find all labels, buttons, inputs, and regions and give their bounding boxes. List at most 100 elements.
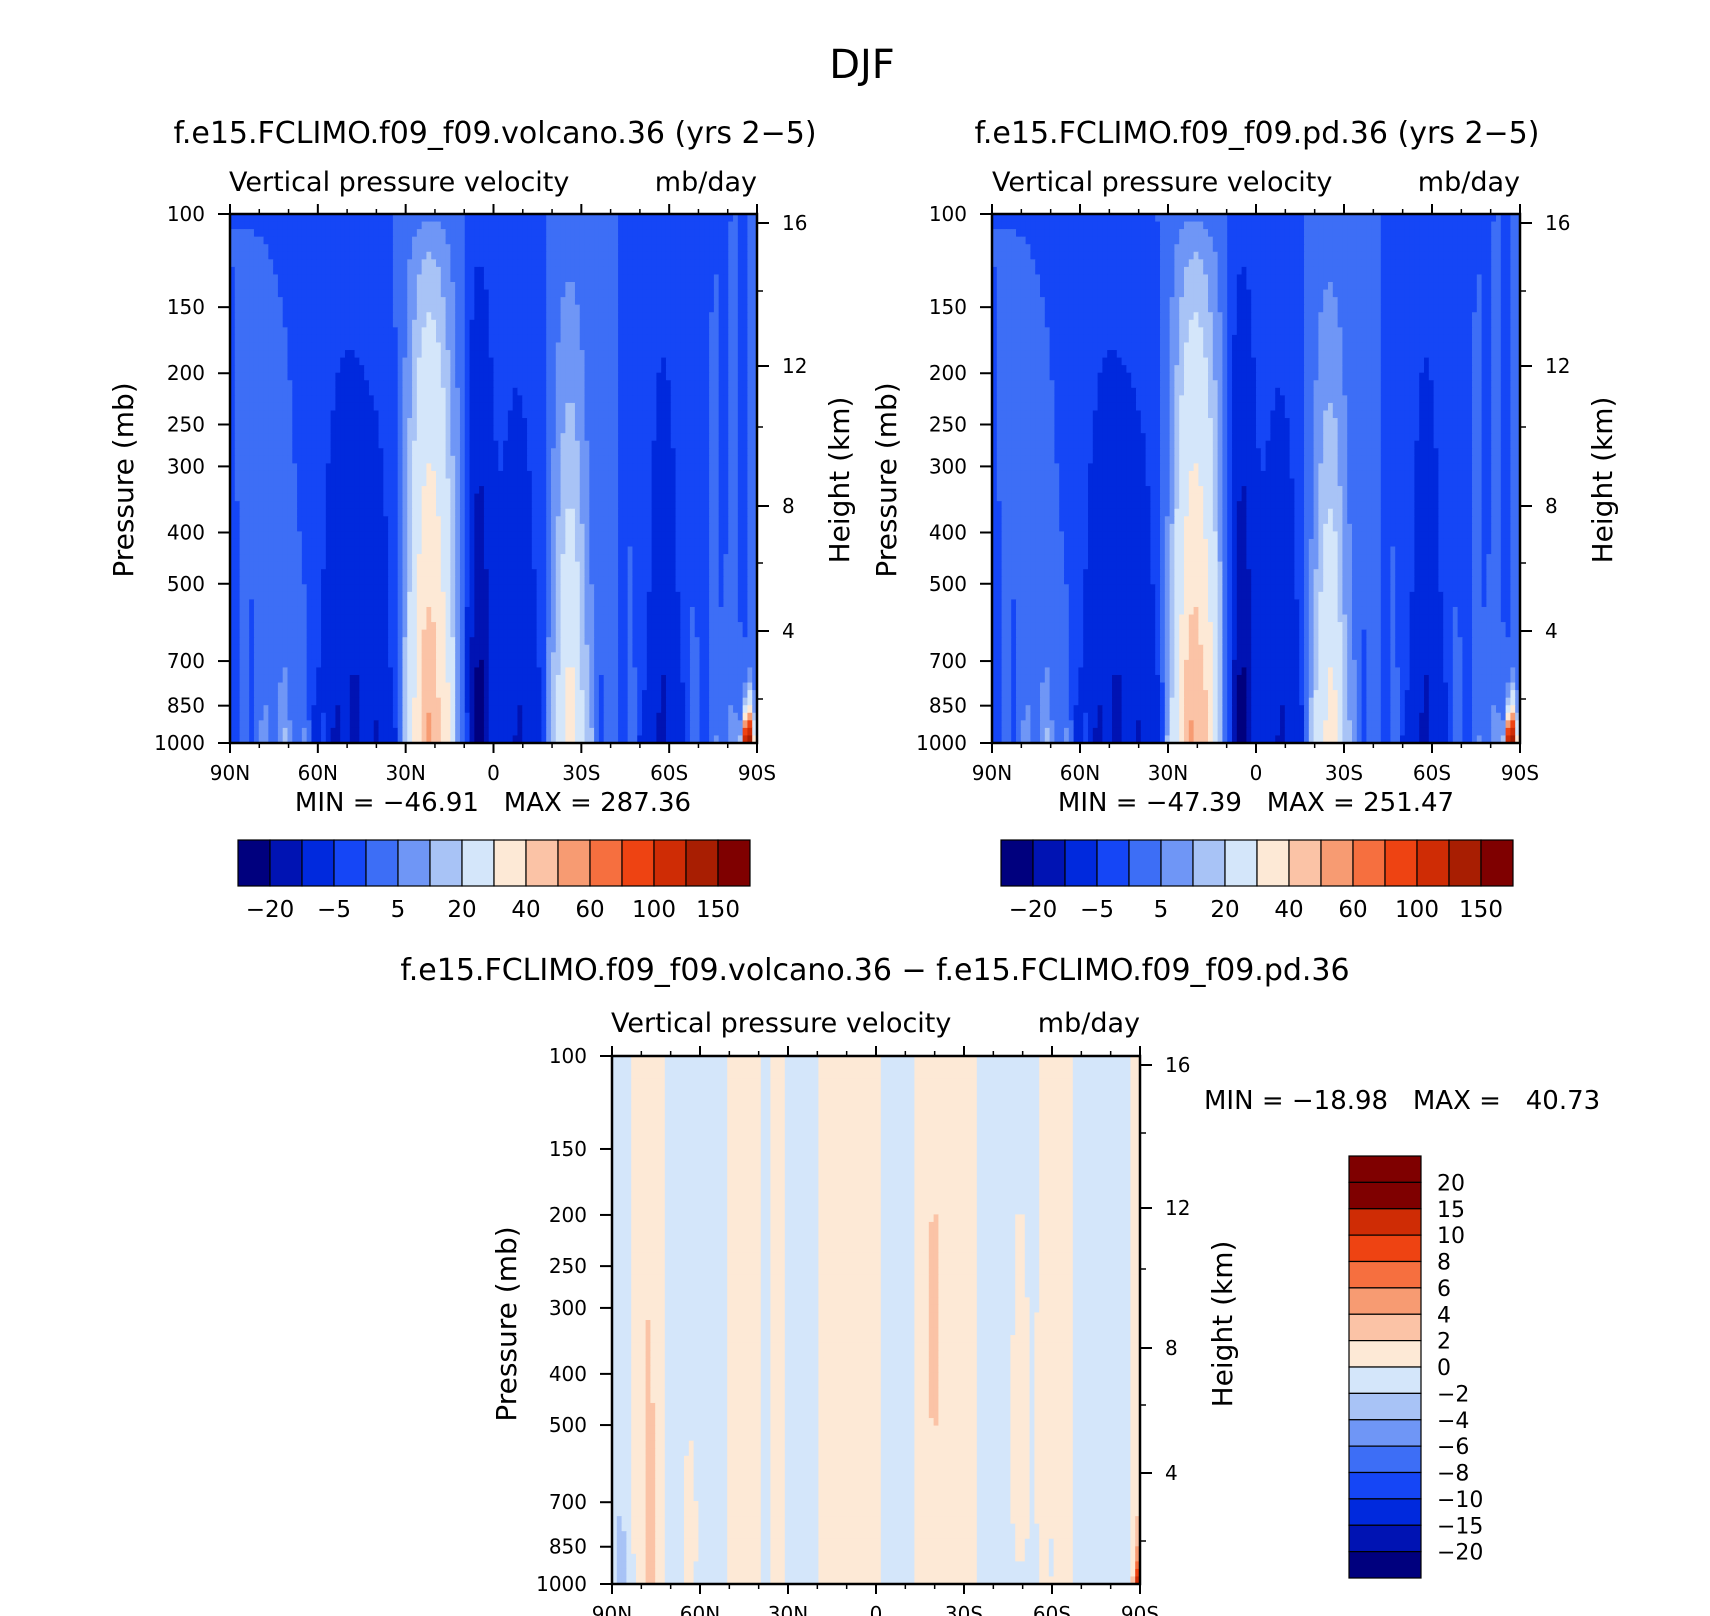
contour-cell	[512, 478, 519, 487]
contour-cell	[431, 221, 437, 230]
contour-cell	[263, 523, 269, 532]
contour-cell	[330, 455, 336, 464]
contour-cell	[742, 418, 749, 427]
contour-cell	[646, 229, 653, 238]
contour-cell	[455, 319, 461, 328]
contour-cell	[651, 327, 657, 336]
contour-cell	[311, 251, 317, 260]
contour-cell	[723, 244, 729, 253]
contour-cell	[665, 259, 672, 268]
contour-cell	[253, 259, 260, 268]
contour-cell	[301, 425, 308, 434]
contour-cell	[699, 418, 705, 427]
contour-cell	[287, 380, 293, 389]
contour-cell	[747, 251, 753, 260]
contour-cell	[253, 546, 260, 555]
contour-cell	[421, 365, 428, 374]
contour-cell	[541, 433, 547, 442]
contour-cell	[570, 478, 576, 487]
contour-cell	[397, 440, 404, 449]
contour-cell	[397, 523, 404, 532]
contour-cell	[507, 538, 514, 548]
contour-cell	[311, 259, 317, 268]
contour-cell	[728, 493, 734, 502]
contour-cell	[378, 259, 384, 268]
contour-cell	[574, 229, 581, 238]
contour-cell	[258, 470, 265, 480]
contour-cell	[565, 387, 571, 396]
contour-cell	[522, 501, 528, 510]
contour-cell	[579, 531, 586, 540]
contour-cell	[268, 523, 274, 532]
contour-cell	[675, 523, 681, 532]
contour-cell	[646, 282, 653, 291]
contour-cell	[483, 357, 490, 366]
contour-cell	[412, 508, 418, 517]
contour-cell	[321, 297, 327, 306]
contour-cell	[651, 463, 657, 472]
contour-cell	[622, 312, 629, 321]
contour-cell	[483, 440, 490, 449]
contour-cell	[579, 274, 586, 283]
contour-cell	[498, 327, 504, 336]
contour-cell	[618, 365, 624, 374]
contour-cell	[675, 244, 681, 253]
contour-cell	[536, 380, 543, 389]
contour-cell	[373, 516, 380, 525]
contour-cell	[244, 425, 250, 434]
contour-cell	[263, 440, 269, 449]
contour-cell	[627, 274, 634, 283]
contour-cell	[402, 470, 408, 480]
contour-cell	[316, 312, 322, 321]
contour-cell	[527, 523, 533, 532]
contour-cell	[258, 433, 265, 442]
contour-cell	[651, 433, 657, 442]
contour-cell	[311, 297, 317, 306]
contour-cell	[493, 251, 499, 260]
contour-cell	[665, 455, 672, 464]
contour-cell	[426, 493, 432, 502]
contour-cell	[383, 229, 389, 238]
contour-cell	[723, 282, 729, 291]
contour-cell	[613, 402, 619, 412]
contour-cell	[608, 516, 614, 525]
contour-cell	[340, 425, 346, 434]
contour-cell	[512, 312, 519, 321]
contour-cell	[670, 357, 677, 366]
contour-cell	[349, 350, 356, 359]
contour-cell	[359, 387, 365, 396]
contour-cell	[608, 523, 614, 532]
contour-cell	[311, 282, 317, 291]
contour-cell	[694, 508, 701, 517]
contour-cell	[292, 508, 298, 517]
contour-cell	[234, 448, 241, 457]
contour-cell	[713, 501, 720, 510]
contour-cell	[431, 327, 437, 336]
contour-cell	[594, 251, 600, 260]
contour-cell	[656, 523, 662, 532]
contour-cell	[488, 463, 495, 472]
contour-cell	[349, 304, 356, 313]
contour-cell	[507, 229, 514, 238]
contour-cell	[483, 282, 490, 291]
contour-cell	[249, 486, 255, 495]
contour-cell	[689, 357, 696, 366]
contour-cell	[550, 440, 557, 449]
contour-cell	[594, 372, 600, 381]
contour-cell	[416, 289, 423, 298]
contour-cell	[522, 342, 528, 351]
contour-cell	[570, 229, 576, 238]
contour-cell	[479, 470, 485, 480]
contour-cell	[301, 312, 308, 321]
contour-cell	[273, 387, 279, 396]
contour-cell	[392, 486, 399, 495]
contour-cell	[603, 342, 610, 351]
contour-cell	[258, 236, 265, 245]
contour-cell	[694, 516, 701, 525]
contour-cell	[517, 463, 523, 472]
contour-cell	[373, 221, 380, 230]
contour-cell	[416, 357, 423, 366]
contour-cell	[589, 251, 595, 260]
contour-cell	[675, 251, 681, 260]
contour-cell	[589, 387, 595, 396]
